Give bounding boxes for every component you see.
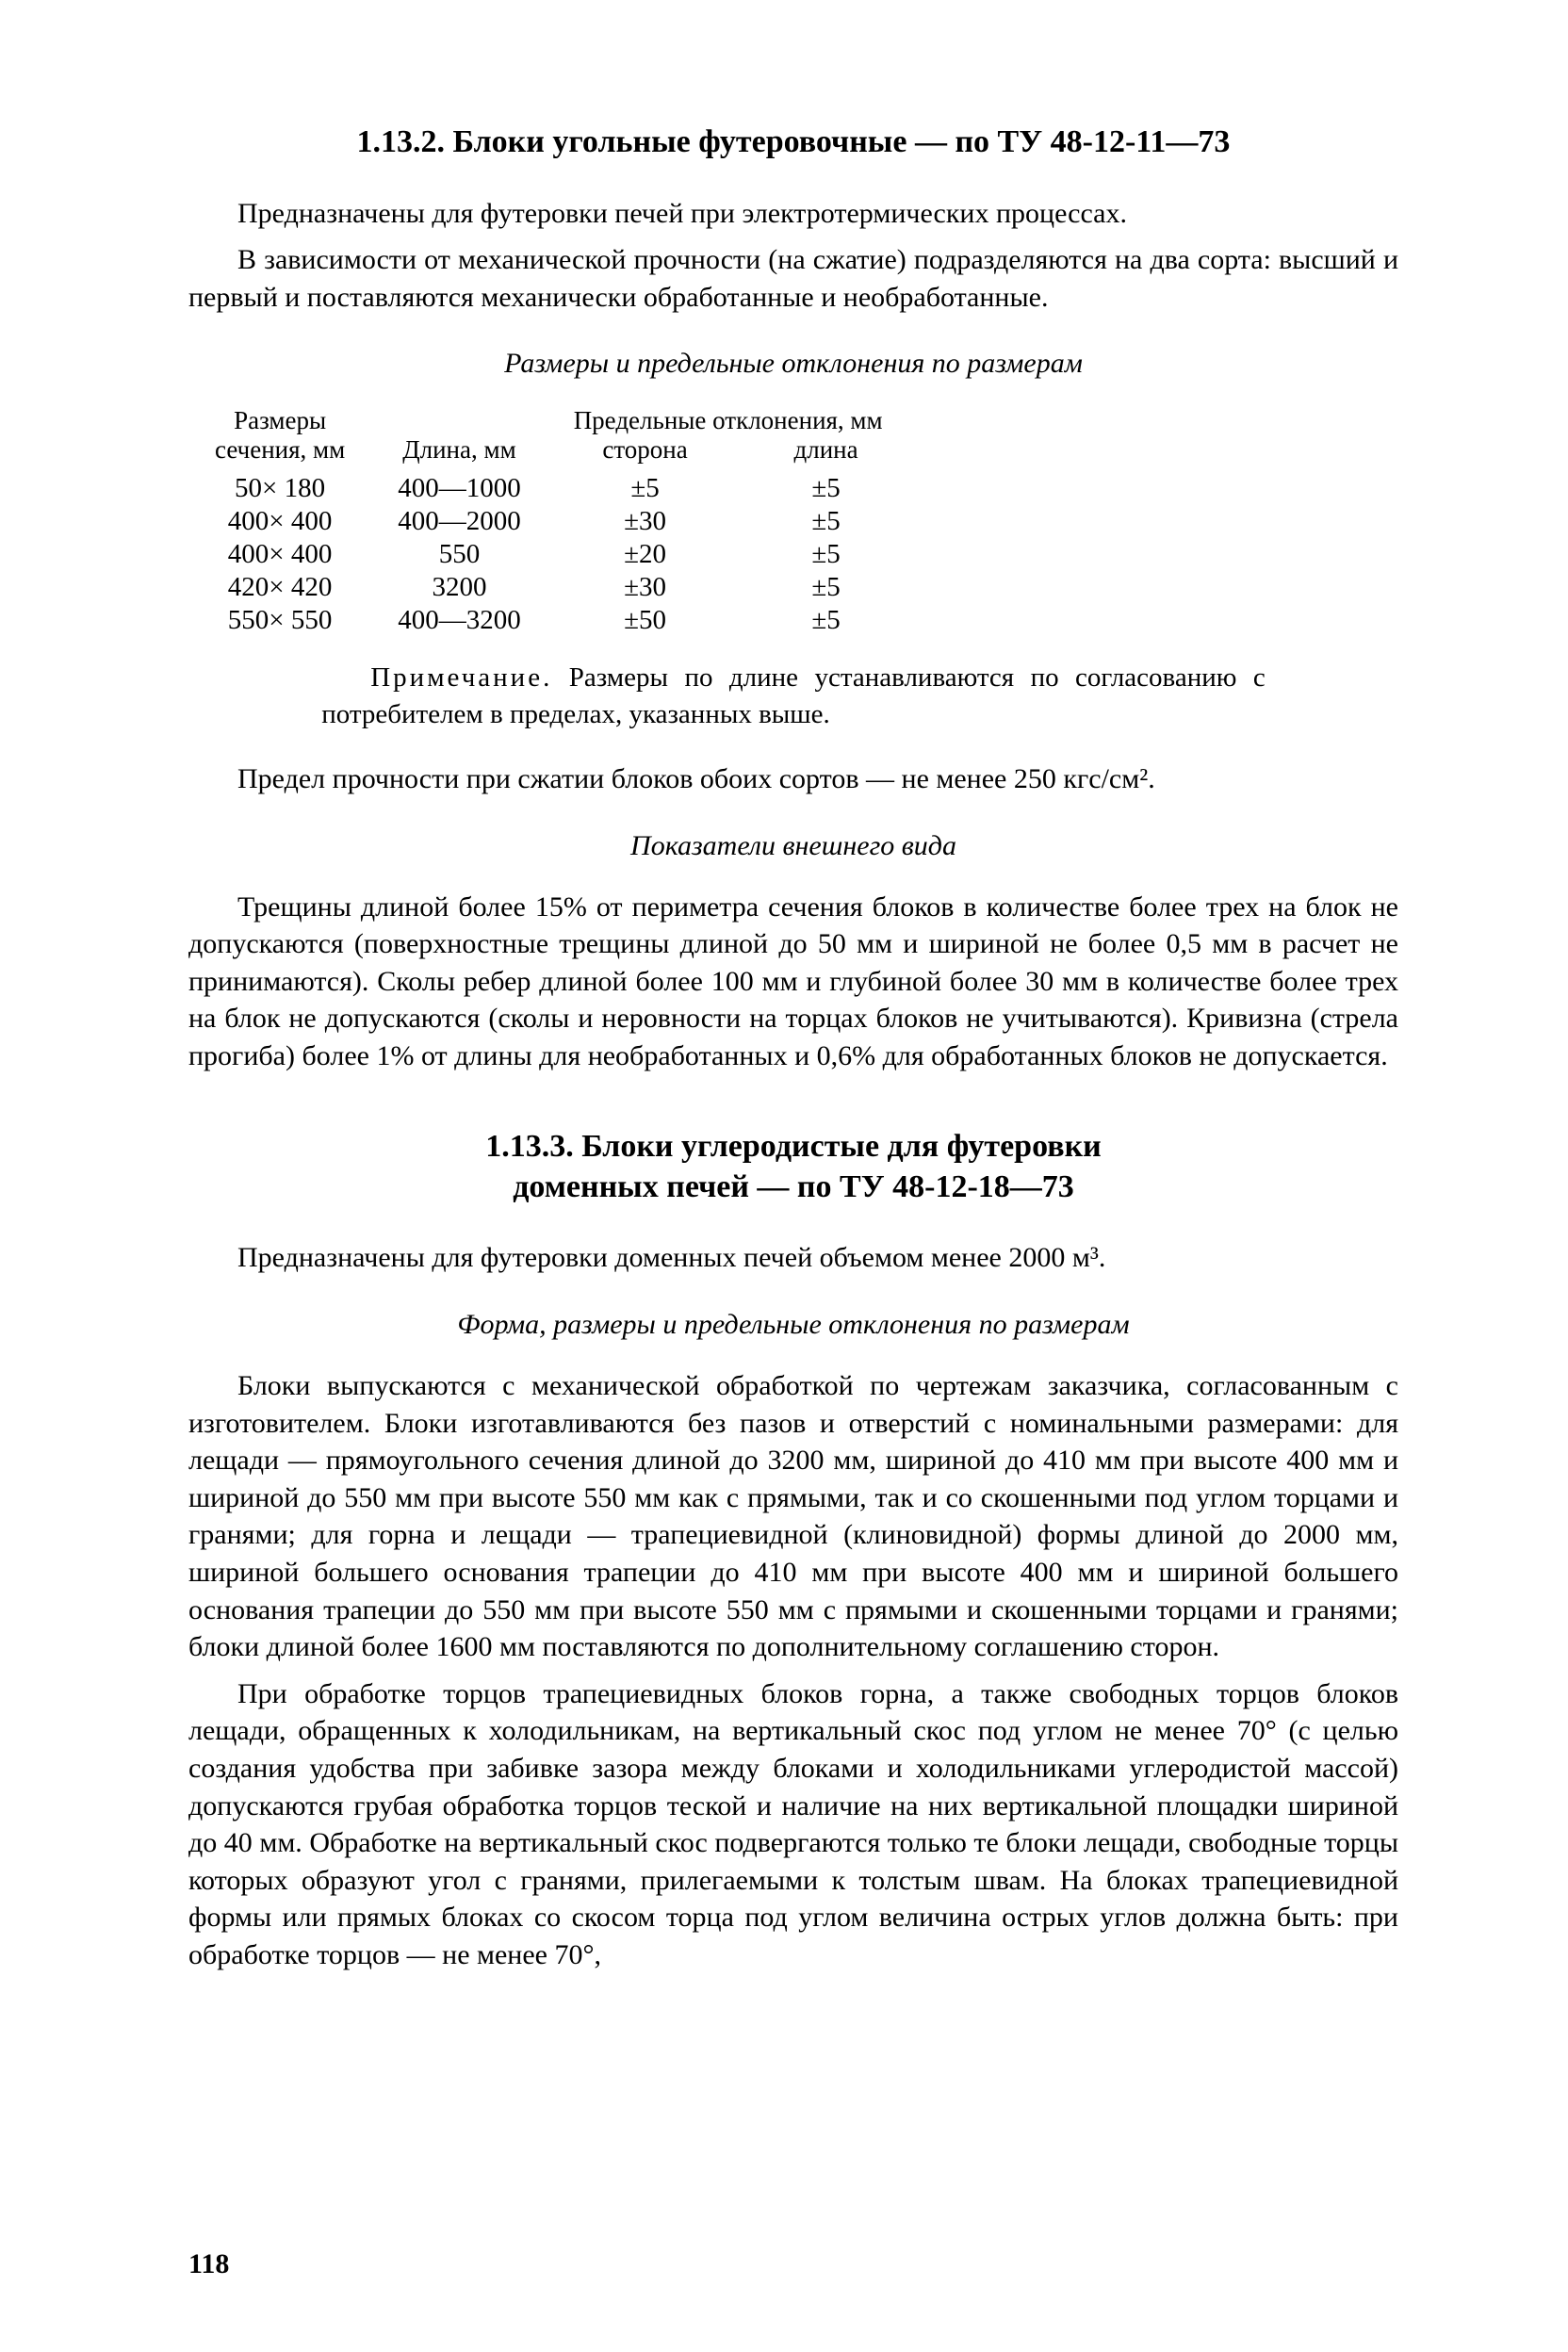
table-row: 400× 400 550 ±20 ±5 (188, 538, 909, 571)
cell-side: ±50 (547, 604, 743, 637)
note-label: Примечание. (370, 662, 552, 693)
cell-len: 550 (371, 538, 547, 571)
cell-len: 400—1000 (371, 472, 547, 505)
table-row: 50× 180 400—1000 ±5 ±5 (188, 472, 909, 505)
section-1-13-3-heading: 1.13.3. Блоки углеродистые для футеровки… (188, 1127, 1398, 1207)
table-title: Размеры и предельные отклонения по разме… (188, 348, 1398, 380)
section2-paragraph-2: Блоки выпускаются с механической обработ… (188, 1367, 1398, 1666)
col-header-length: Длина, мм (371, 406, 547, 472)
appearance-paragraph: Трещины длиной более 15% от периметра се… (188, 889, 1398, 1075)
cell-size: 400× 400 (188, 538, 371, 571)
cell-size: 550× 550 (188, 604, 371, 637)
table-row: 400× 400 400—2000 ±30 ±5 (188, 505, 909, 538)
table-row: 420× 420 3200 ±30 ±5 (188, 571, 909, 604)
cell-side: ±5 (547, 472, 743, 505)
appearance-title: Показатели внешнего вида (188, 830, 1398, 862)
col-header-size-l1: Размеры (234, 406, 326, 434)
page-number: 118 (188, 2248, 229, 2280)
section2-subtitle: Форма, размеры и предельные отклонения п… (188, 1309, 1398, 1341)
section1-paragraph-1: Предназначены для футеровки печей при эл… (188, 195, 1398, 233)
cell-len: 3200 (371, 571, 547, 604)
table-note: Примечание. Размеры по длине устанавлива… (321, 660, 1266, 732)
cell-dlen: ±5 (743, 472, 908, 505)
cell-len: 400—3200 (371, 604, 547, 637)
cell-size: 50× 180 (188, 472, 371, 505)
cell-size: 400× 400 (188, 505, 371, 538)
section2-paragraph-3: При обработке торцов трапециевидных блок… (188, 1675, 1398, 1974)
col-header-size-l2: сечения, мм (215, 435, 345, 464)
section-1-13-2-heading: 1.13.2. Блоки угольные футеровочные — по… (188, 122, 1398, 163)
heading-line2: доменных печей — по ТУ 48-12-18—73 (188, 1168, 1398, 1208)
cell-size: 420× 420 (188, 571, 371, 604)
cell-dlen: ±5 (743, 505, 908, 538)
cell-dlen: ±5 (743, 538, 908, 571)
heading-line1: 1.13.3. Блоки углеродистые для футеровки (485, 1129, 1102, 1164)
cell-dlen: ±5 (743, 571, 908, 604)
table-body: 50× 180 400—1000 ±5 ±5 400× 400 400—2000… (188, 472, 909, 637)
col-header-dlen: длина (743, 435, 908, 472)
page: 1.13.2. Блоки угольные футеровочные — по… (0, 0, 1568, 2352)
col-header-size: Размеры сечения, мм (188, 406, 371, 472)
col-header-side: сторона (547, 435, 743, 472)
section2-paragraph-1: Предназначены для футеровки доменных печ… (188, 1239, 1398, 1277)
cell-side: ±20 (547, 538, 743, 571)
section1-paragraph-2: В зависимости от механической прочности … (188, 241, 1398, 316)
cell-dlen: ±5 (743, 604, 908, 637)
cell-len: 400—2000 (371, 505, 547, 538)
dimensions-table: Размеры сечения, мм Длина, мм Предельные… (188, 406, 1398, 637)
cell-side: ±30 (547, 571, 743, 604)
cell-side: ±30 (547, 505, 743, 538)
strength-paragraph: Предел прочности при сжатии блоков обоих… (188, 760, 1398, 798)
col-header-deviations: Предельные отклонения, мм (547, 406, 909, 435)
table-row: 550× 550 400—3200 ±50 ±5 (188, 604, 909, 637)
